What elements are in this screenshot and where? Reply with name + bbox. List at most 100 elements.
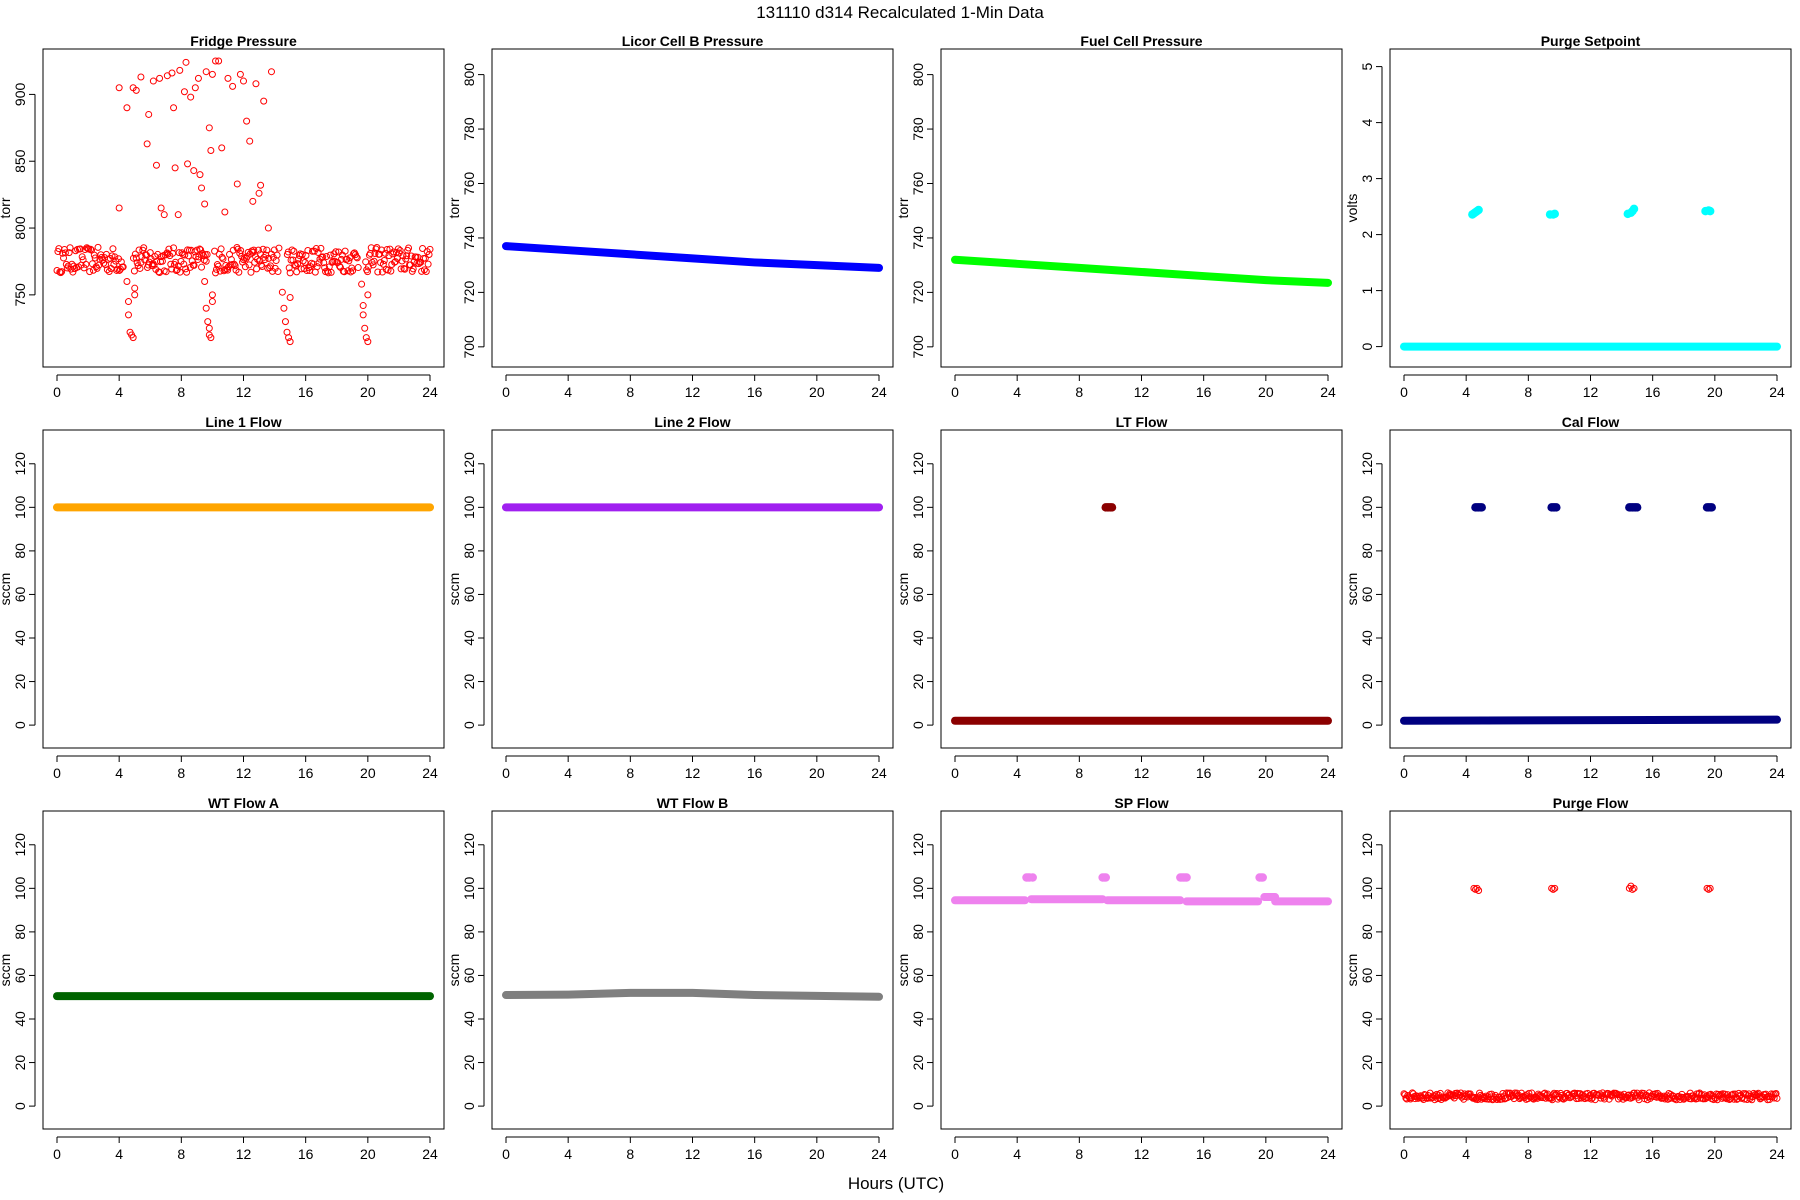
data-point: [54, 248, 62, 256]
x-tick-label: 12: [1583, 1146, 1599, 1162]
y-tick-label: 0: [461, 1102, 477, 1110]
data-point: [286, 294, 294, 302]
data-point: [1730, 1095, 1738, 1103]
data-point: [346, 254, 354, 262]
y-tick-label: 120: [12, 452, 28, 476]
y-axis-label: torr: [0, 197, 13, 218]
data-point: [1525, 1089, 1533, 1097]
data-point: [132, 86, 140, 94]
data-point: [216, 267, 224, 275]
data-point: [340, 268, 348, 276]
data-point: [165, 245, 173, 253]
x-tick-label: 20: [809, 384, 825, 400]
data-point: [1513, 1089, 1521, 1097]
plot-frame: [42, 429, 445, 749]
y-tick-label: 750: [12, 283, 28, 307]
data-point: [424, 260, 432, 268]
x-tick-label: 8: [626, 765, 634, 781]
data-point: [123, 278, 131, 285]
data-point: [207, 334, 215, 342]
data-point: [1728, 1091, 1736, 1099]
data-point: [215, 57, 223, 65]
data-point: [273, 251, 281, 259]
data-point: [419, 245, 427, 253]
y-tick-label: 40: [12, 630, 28, 646]
y-tick-label: 80: [461, 924, 477, 940]
y-tick-label: 0: [1359, 1102, 1375, 1110]
data-point: [1549, 885, 1557, 893]
data-point: [352, 253, 360, 261]
x-tick-label: 12: [1583, 765, 1599, 781]
x-tick-label: 4: [564, 384, 572, 400]
data-point: [1182, 873, 1191, 882]
chart-panel: Line 2 Flow 0 4 8 12 16 20 24 0 20 40 60 80 100 120 scc…: [446, 414, 894, 781]
data-point: [65, 249, 73, 257]
data-point: [341, 247, 349, 255]
data-point: [387, 267, 395, 275]
y-tick-label: 100: [910, 876, 926, 900]
data-point: [243, 117, 251, 125]
data-point: [176, 66, 184, 74]
data-point: [332, 248, 340, 256]
y-tick-label: 2: [1359, 230, 1375, 238]
data-point: [1552, 503, 1561, 512]
data-point: [233, 180, 241, 188]
data-point: [224, 266, 232, 274]
data-point: [403, 252, 411, 260]
data-point: [1629, 204, 1639, 214]
x-tick-label: 20: [1258, 765, 1274, 781]
x-tick-label: 0: [502, 765, 510, 781]
x-tick-label: 16: [298, 384, 314, 400]
x-tick-label: 4: [1013, 765, 1021, 781]
y-tick-label: 900: [12, 83, 28, 107]
data-point: [133, 259, 141, 267]
data-point: [1772, 1090, 1780, 1098]
data-point: [130, 267, 138, 275]
data-point: [371, 249, 379, 257]
data-point: [1707, 503, 1716, 512]
x-tick-label: 0: [951, 1146, 959, 1162]
data-point: [219, 255, 227, 263]
chart-panel: WT Flow A 0 4 8 12 16 20 24 0 20 40 60 80 100 120 sccm: [0, 795, 445, 1162]
x-tick-label: 4: [564, 1146, 572, 1162]
y-tick-label: 1: [1359, 286, 1375, 294]
x-tick-label: 8: [1075, 1146, 1083, 1162]
data-point: [362, 258, 370, 266]
data-point: [76, 245, 84, 253]
data-point: [253, 265, 261, 273]
x-tick-label: 16: [1196, 1146, 1212, 1162]
chart-title: Line 2 Flow: [654, 414, 730, 430]
x-tick-label: 0: [53, 1146, 61, 1162]
data-point: [168, 69, 176, 77]
x-tick-label: 16: [1645, 1146, 1661, 1162]
x-tick-label: 8: [626, 384, 634, 400]
x-tick-label: 20: [360, 384, 376, 400]
data-point: [257, 261, 265, 269]
y-axis-label: sccm: [446, 954, 462, 987]
x-tick-label: 4: [115, 765, 123, 781]
data-point: [124, 298, 132, 306]
y-axis-label: torr: [446, 197, 462, 218]
data-point: [261, 256, 269, 264]
x-tick-label: 4: [1013, 384, 1021, 400]
y-tick-label: 0: [1359, 721, 1375, 729]
chart-panel: Purge Flow 0 4 8 12 16 20 24 0 20 40 60 80 100 120 sccm: [1344, 795, 1792, 1162]
x-tick-label: 20: [360, 765, 376, 781]
plot-frame: [940, 429, 1343, 749]
data-point: [263, 246, 271, 254]
data-point: [175, 249, 183, 257]
data-point: [162, 268, 170, 276]
x-tick-label: 20: [1707, 765, 1723, 781]
data-point: [231, 262, 239, 270]
x-tick-label: 24: [871, 384, 887, 400]
x-tick-label: 24: [1769, 384, 1785, 400]
data-point: [180, 260, 188, 268]
data-point: [214, 262, 222, 270]
plot-frame: [42, 48, 445, 368]
series-line: [502, 242, 883, 272]
x-tick-label: 12: [1134, 384, 1150, 400]
x-tick-label: 16: [1196, 384, 1212, 400]
y-tick-label: 0: [910, 721, 926, 729]
x-tick-label: 12: [685, 1146, 701, 1162]
